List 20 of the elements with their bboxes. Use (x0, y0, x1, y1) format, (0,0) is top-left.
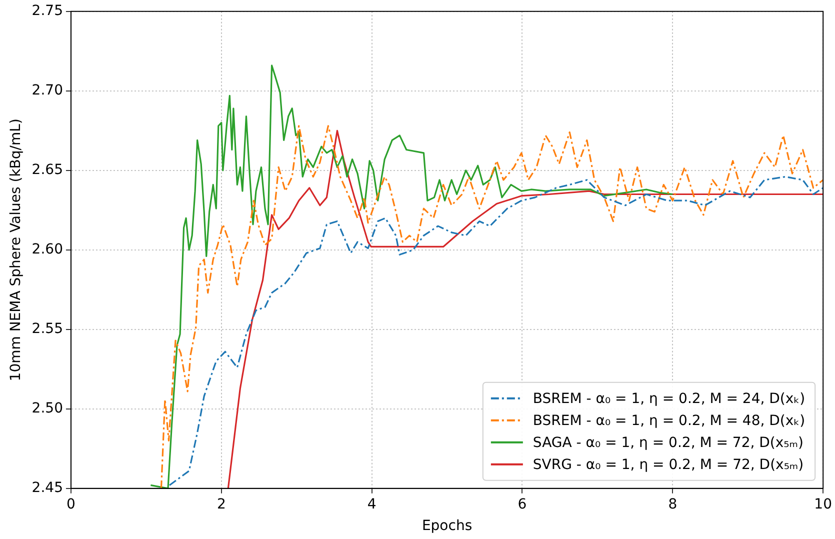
x-axis-title: Epochs (422, 518, 472, 534)
x-tick-label: 8 (668, 496, 678, 512)
x-tick-label: 2 (216, 496, 226, 512)
legend-label: BSREM - α₀ = 1, η = 0.2, M = 48, D(xₖ) (532, 413, 806, 430)
legend-label: BSREM - α₀ = 1, η = 0.2, M = 24, D(xₖ) (532, 391, 806, 408)
x-tick-label: 10 (814, 496, 832, 512)
x-tick-label: 0 (66, 496, 76, 512)
y-tick-label: 2.65 (32, 162, 63, 178)
x-tick-label: 6 (518, 496, 527, 512)
y-tick-label: 2.75 (32, 3, 63, 20)
y-tick-label: 2.55 (32, 321, 63, 338)
y-axis-title: 10mm NEMA Sphere Values (kBq/mL) (8, 118, 24, 382)
y-tick-label: 2.60 (32, 242, 63, 258)
y-tick-label: 2.45 (32, 480, 63, 496)
legend-label: SVRG - α₀ = 1, η = 0.2, M = 72, D(x₅ₘ) (532, 457, 804, 474)
line-series (168, 176, 824, 486)
y-tick-label: 2.50 (32, 400, 63, 417)
y-tick-label: 2.70 (32, 82, 63, 99)
x-tick-label: 4 (367, 496, 376, 512)
legend-label: SAGA - α₀ = 1, η = 0.2, M = 72, D(x₅ₘ) (532, 435, 804, 452)
